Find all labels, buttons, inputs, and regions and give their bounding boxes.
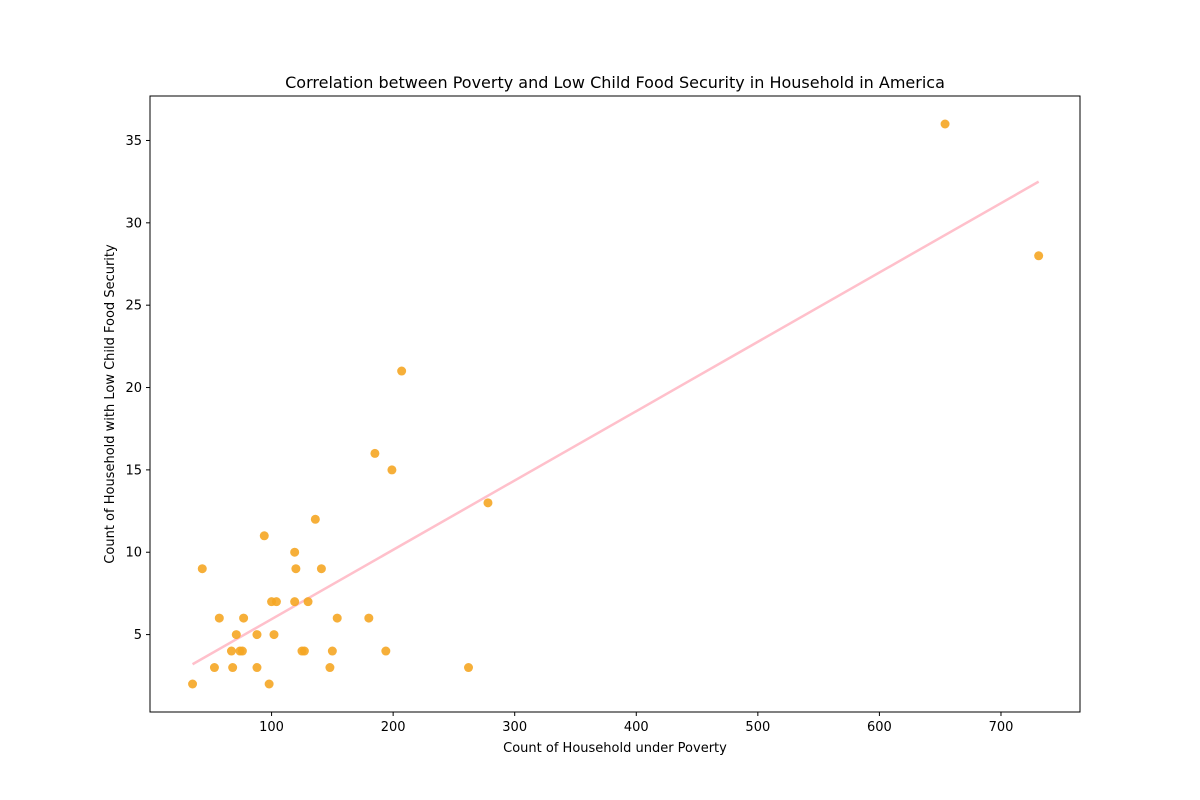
plot-area — [188, 119, 1044, 689]
scatter-point — [464, 663, 474, 673]
scatter-point — [310, 514, 320, 524]
scatter-point — [264, 679, 274, 689]
y-axis: 5 10 15 20 25 30 35 — [125, 134, 150, 643]
scatter-point — [325, 663, 335, 673]
scatter-point — [231, 630, 241, 640]
y-axis-label: Count of Household with Low Child Food S… — [103, 244, 118, 564]
scatter-point — [269, 630, 279, 640]
scatter-point — [327, 646, 337, 656]
y-tick-label: 20 — [125, 381, 142, 396]
scatter-point — [397, 366, 407, 376]
scatter-point — [291, 564, 301, 574]
plot-frame — [149, 95, 1081, 713]
scatter-point — [303, 597, 313, 607]
scatter-point — [370, 448, 380, 458]
y-tick-label: 10 — [125, 546, 142, 561]
x-tick-label: 500 — [745, 720, 770, 735]
scatter-point — [239, 613, 249, 623]
scatter-point — [387, 465, 397, 475]
x-tick-label: 300 — [502, 720, 527, 735]
chart-title: Correlation between Poverty and Low Chil… — [285, 73, 945, 92]
x-axis-label: Count of Household under Poverty — [503, 741, 727, 756]
scatter-point — [271, 597, 281, 607]
x-tick-label: 700 — [989, 720, 1014, 735]
scatter-point — [290, 547, 300, 557]
scatter-point — [237, 646, 247, 656]
y-tick-label: 5 — [134, 628, 142, 643]
scatter-point — [197, 564, 207, 574]
scatter-point — [228, 663, 238, 673]
y-tick-label: 30 — [125, 216, 142, 231]
trend-line — [191, 180, 1040, 666]
scatter-point — [381, 646, 391, 656]
scatter-point — [259, 531, 269, 541]
y-tick-label: 15 — [125, 463, 142, 478]
scatter-point — [332, 613, 342, 623]
scatter-point — [188, 679, 198, 689]
x-tick-label: 200 — [381, 720, 406, 735]
scatter-point — [316, 564, 326, 574]
scatter-point — [214, 613, 224, 623]
x-tick-label: 100 — [259, 720, 284, 735]
scatter-point — [209, 663, 219, 673]
scatter-point — [1034, 251, 1044, 261]
x-tick-label: 600 — [867, 720, 892, 735]
scatter-point — [940, 119, 950, 129]
scatter-point — [299, 646, 309, 656]
scatter-point — [364, 613, 374, 623]
y-tick-label: 35 — [125, 134, 142, 149]
scatter-point — [252, 663, 262, 673]
scatter-point — [290, 597, 300, 607]
x-tick-label: 400 — [624, 720, 649, 735]
scatter-point — [483, 498, 493, 508]
x-axis: 100 200 300 400 500 600 700 — [259, 712, 1013, 735]
scatter-point — [252, 630, 262, 640]
scatter-point — [226, 646, 236, 656]
y-tick-label: 25 — [125, 299, 142, 314]
